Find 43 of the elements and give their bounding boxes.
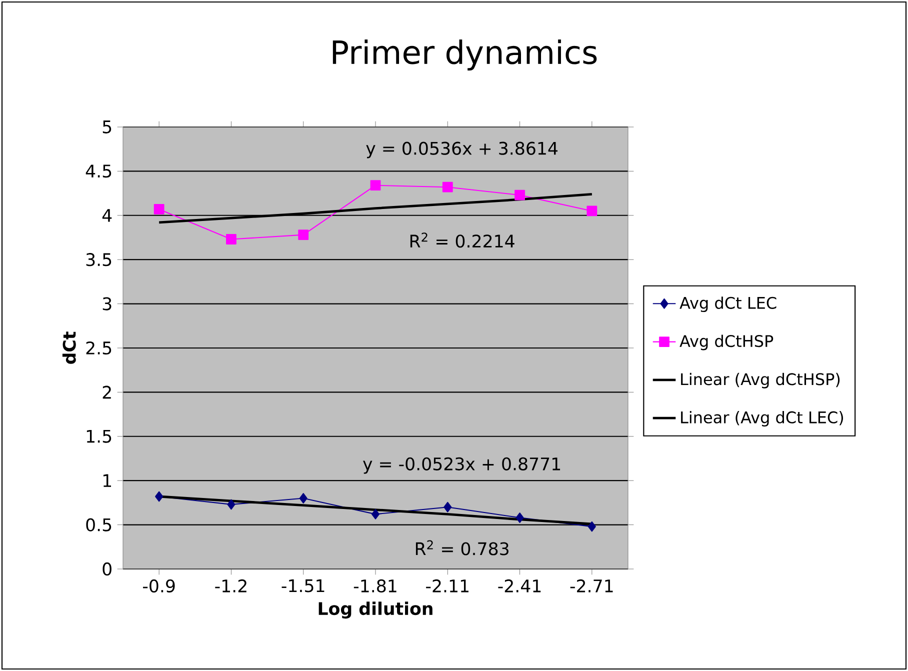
point — [154, 204, 164, 214]
y-tick-label: 4.5 — [86, 164, 112, 178]
point — [588, 521, 596, 532]
legend-label: Avg dCtHSP — [680, 334, 774, 350]
x-tick-label: -1.51 — [282, 579, 324, 592]
annotation: y = -0.0523x + 0.8771 — [363, 457, 560, 474]
point — [371, 508, 380, 520]
x-tick-label: -2.41 — [498, 579, 541, 592]
point — [516, 512, 524, 523]
legend-label: Avg dCt LEC — [680, 296, 776, 312]
y-tick-label: 0.5 — [86, 518, 112, 532]
x-tick-label: -1.2 — [215, 579, 246, 592]
point — [444, 502, 452, 512]
y-tick-label: 0 — [102, 562, 112, 576]
y-tick-label: 2 — [102, 386, 111, 399]
annotation: R$^{2}$ = 0.783 — [416, 540, 508, 556]
point — [370, 180, 381, 191]
x-tick-label: -2.71 — [570, 579, 613, 592]
y-tick-label: 3.5 — [86, 253, 112, 266]
point — [298, 230, 309, 240]
y-tick-label: 1.5 — [86, 430, 112, 443]
point — [227, 499, 236, 510]
chart-title: Primer dynamics — [332, 40, 597, 70]
y-tick-label: 1 — [103, 474, 112, 487]
point — [226, 234, 236, 244]
legend-label: Linear (Avg dCtHSP) — [681, 372, 840, 388]
annotation: y = 0.0536x + 3.8614 — [366, 142, 558, 158]
point — [155, 491, 164, 502]
y-tick-label: 3 — [102, 297, 112, 310]
point — [586, 206, 598, 216]
y-tick-label: 4 — [102, 209, 112, 222]
point — [299, 493, 308, 504]
x-axis-title: Log dilution — [318, 602, 432, 619]
x-tick-label: -0.9 — [143, 579, 175, 593]
point — [442, 182, 453, 192]
y-axis-title: dCt — [62, 332, 76, 364]
x-tick-label: -1.81 — [354, 579, 396, 593]
annotation: R$^{2}$ = 0.2214 — [410, 232, 514, 248]
y-tick-label: 2.5 — [86, 341, 112, 355]
legend-label: Linear (Avg dCt LEC) — [681, 411, 844, 427]
x-tick-label: -2.11 — [426, 579, 468, 592]
point — [514, 190, 525, 200]
y-tick-label: 5 — [102, 120, 112, 134]
